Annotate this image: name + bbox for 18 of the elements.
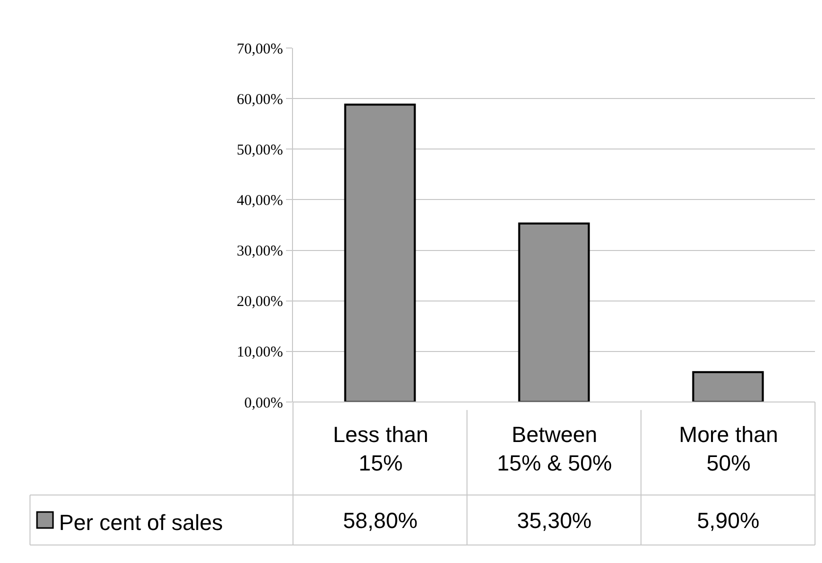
x-tick-label: More than 50% bbox=[679, 422, 778, 476]
y-tick-label: 30,00% bbox=[236, 244, 283, 260]
data-label: 35,30% bbox=[517, 508, 592, 533]
y-tick-label: 50,00% bbox=[236, 142, 283, 158]
y-tick-label: 0,00% bbox=[244, 395, 283, 412]
legend-label: Per cent of sales bbox=[59, 510, 223, 535]
y-tick-label: 40,00% bbox=[236, 192, 283, 209]
y-tick-label: 10,00% bbox=[236, 344, 283, 361]
data-label: 58,80% bbox=[343, 508, 418, 533]
y-tick-label: 20,00% bbox=[236, 294, 283, 310]
bar bbox=[344, 104, 416, 402]
y-tick-label: 60,00% bbox=[236, 92, 283, 108]
bar bbox=[518, 222, 590, 402]
data-label: 5,90% bbox=[697, 508, 760, 533]
bar bbox=[692, 371, 764, 402]
x-tick-label: Less than 15% bbox=[333, 422, 428, 476]
x-tick-label: Between 15% & 50% bbox=[497, 422, 612, 476]
y-tick-label: 70,00% bbox=[236, 41, 283, 58]
